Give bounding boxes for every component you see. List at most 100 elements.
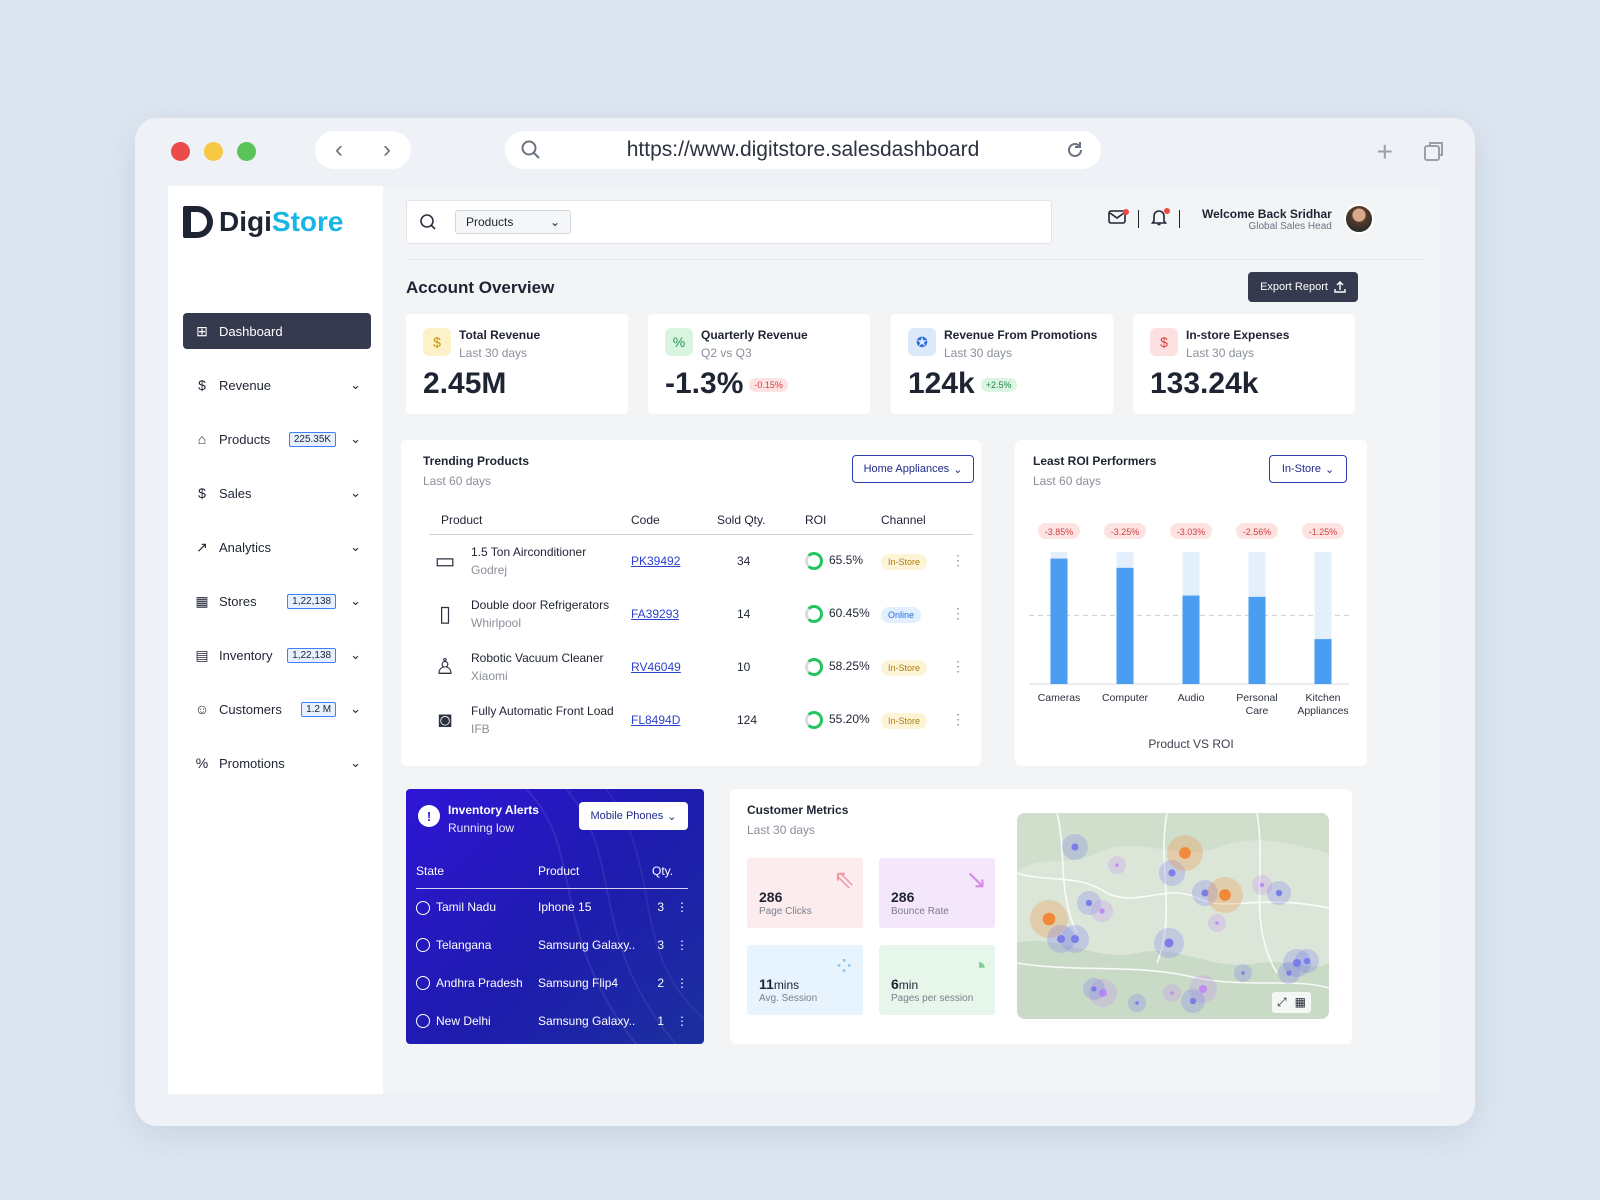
map-marker[interactable]	[1099, 908, 1105, 914]
avatar[interactable]	[1343, 204, 1374, 234]
map-marker[interactable]	[1091, 986, 1097, 992]
address-bar[interactable]: https://www.digitstore.salesdashboard	[505, 131, 1101, 169]
sidebar-item-sales[interactable]: $ Sales ⌄	[183, 475, 371, 511]
logo[interactable]: DigiStore	[183, 206, 343, 238]
map-marker[interactable]	[1219, 889, 1231, 901]
state-cell: Andhra Pradesh	[416, 964, 538, 1002]
chevron-down-icon[interactable]: ⌄	[350, 647, 361, 662]
chevron-down-icon[interactable]: ⌄	[350, 539, 361, 554]
new-tab-icon[interactable]: +	[1376, 136, 1393, 167]
table-row[interactable]: ◙ Fully Automatic Front Load IFB FL8494D 124…	[429, 693, 973, 746]
qty-value: 3	[657, 900, 664, 915]
table-row[interactable]: ♙ Robotic Vacuum Cleaner Xiaomi RV46049 10 58…	[429, 640, 973, 693]
product-code-link[interactable]: FL8494D	[631, 712, 681, 727]
table-row[interactable]: Tamil Nadu Iphone 15 3 ⋮	[416, 888, 688, 926]
back-icon[interactable]: ‹	[335, 136, 343, 163]
map-marker[interactable]	[1098, 988, 1108, 998]
chevron-down-icon[interactable]: ⌄	[350, 593, 361, 608]
product-code-link[interactable]: PK39492	[631, 553, 681, 568]
map-marker[interactable]	[1070, 934, 1080, 944]
map-marker[interactable]	[1215, 921, 1219, 925]
export-report-button[interactable]: Export Report	[1248, 272, 1358, 302]
sidebar-item-products[interactable]: ⌂ Products 225.35K ⌄	[183, 421, 371, 457]
map-marker[interactable]	[1275, 889, 1283, 897]
forward-icon[interactable]: ›	[383, 136, 391, 163]
bar[interactable]	[1050, 558, 1068, 684]
tabs-icon[interactable]	[1423, 140, 1445, 162]
map-marker[interactable]	[1164, 938, 1174, 948]
bar[interactable]	[1314, 639, 1332, 684]
search-bar[interactable]: Products ⌄	[406, 200, 1052, 244]
channel-filter-dropdown[interactable]: In-Store ⌄	[1269, 455, 1347, 483]
map-marker[interactable]	[1042, 912, 1056, 926]
product-code-link[interactable]: FA39293	[631, 606, 680, 621]
table-row[interactable]: ▯ Double door Refrigerators Whirlpool FA392…	[429, 587, 973, 640]
table-row[interactable]: Telangana Samsung Galaxy.. 3 ⋮	[416, 926, 688, 964]
bar[interactable]	[1248, 596, 1266, 684]
mail-unread-dot	[1123, 208, 1129, 215]
more-options-icon[interactable]: ⋮	[951, 711, 965, 727]
chevron-down-icon[interactable]: ⌄	[350, 431, 361, 446]
data-label-pill	[1236, 523, 1278, 539]
map-marker[interactable]	[1085, 899, 1093, 907]
product-filter-dropdown[interactable]: Mobile Phones ⌄	[579, 802, 688, 830]
map-marker[interactable]	[1179, 847, 1191, 859]
map-marker[interactable]	[1286, 970, 1292, 976]
sidebar-item-customers[interactable]: ☺ Customers 1.2 M ⌄	[183, 691, 371, 727]
more-options-icon[interactable]: ⋮	[676, 900, 688, 915]
sidebar-item-inventory[interactable]: ▤ Inventory 1,22,138 ⌄	[183, 637, 371, 673]
map-marker[interactable]	[1292, 958, 1302, 968]
map-marker[interactable]	[1115, 863, 1119, 867]
close-window-button[interactable]	[171, 142, 190, 161]
mail-button[interactable]	[1108, 208, 1129, 230]
search-category-select[interactable]: Products ⌄	[455, 210, 571, 234]
map-icon[interactable]: ▦	[1294, 995, 1306, 1009]
bar[interactable]	[1182, 595, 1200, 684]
more-options-icon[interactable]: ⋮	[676, 938, 688, 952]
kpi-instore-expenses: $ In-store Expenses Last 30 days 133.24k	[1133, 314, 1355, 414]
more-options-icon[interactable]: ⋮	[951, 605, 965, 621]
chevron-down-icon[interactable]: ⌄	[350, 701, 361, 716]
reload-icon[interactable]	[1065, 140, 1085, 160]
progress-ring-icon	[805, 657, 823, 676]
map-marker[interactable]	[1170, 991, 1174, 995]
expand-icon[interactable]: ⤢	[1277, 995, 1287, 1009]
table-row[interactable]: ▭ 1.5 Ton Airconditioner Godrej PK39492 34 65…	[429, 534, 973, 587]
table-row[interactable]: Andhra Pradesh Samsung Flip4 2 ⋮	[416, 964, 688, 1002]
map-marker[interactable]	[1135, 1001, 1139, 1005]
notifications-button[interactable]	[1150, 207, 1170, 231]
map-marker[interactable]	[1259, 882, 1265, 888]
minimize-window-button[interactable]	[204, 142, 223, 161]
bar[interactable]	[1116, 567, 1134, 684]
url-text[interactable]: https://www.digitstore.salesdashboard	[626, 138, 980, 161]
chevron-down-icon[interactable]: ⌄	[350, 377, 361, 392]
sidebar-item-promotions[interactable]: % Promotions ⌄	[183, 745, 371, 781]
channel-cell: In-Store	[881, 640, 951, 693]
sidebar-item-stores[interactable]: ▦ Stores 1,22,138 ⌄	[183, 583, 371, 619]
chevron-down-icon[interactable]: ⌄	[350, 755, 361, 770]
map-marker[interactable]	[1201, 889, 1209, 897]
sidebar-item-revenue[interactable]: $ Revenue ⌄	[183, 367, 371, 403]
more-options-icon[interactable]: ⋮	[676, 976, 688, 990]
maximize-window-button[interactable]	[237, 142, 256, 161]
chevron-down-icon[interactable]: ⌄	[350, 485, 361, 500]
sidebar-item-analytics[interactable]: ↗ Analytics ⌄	[183, 529, 371, 565]
category-filter-dropdown[interactable]: Home Appliances ⌄	[852, 455, 974, 483]
sidebar-item-dashboard[interactable]: ⊞ Dashboard	[183, 313, 371, 349]
product-code-link[interactable]: RV46049	[631, 659, 681, 674]
map-marker[interactable]	[1198, 984, 1208, 994]
map-marker[interactable]	[1241, 971, 1245, 975]
more-options-icon[interactable]: ⋮	[951, 552, 965, 569]
map-marker[interactable]	[1071, 843, 1079, 851]
map-marker[interactable]	[1303, 957, 1311, 965]
table-row[interactable]: New Delhi Samsung Galaxy.. 1 ⋮	[416, 1002, 688, 1040]
map-marker[interactable]	[1056, 934, 1066, 944]
more-options-icon[interactable]: ⋮	[676, 1014, 688, 1028]
customer-map[interactable]: ⤢ ▦	[1017, 813, 1329, 1019]
dollar-coin-icon: $	[423, 328, 451, 356]
card-title: Inventory Alerts	[448, 803, 539, 817]
more-options-icon[interactable]: ⋮	[951, 658, 965, 674]
map-marker[interactable]	[1168, 869, 1176, 877]
map-marker[interactable]	[1189, 997, 1197, 1005]
receipt-icon: $	[1150, 328, 1178, 356]
